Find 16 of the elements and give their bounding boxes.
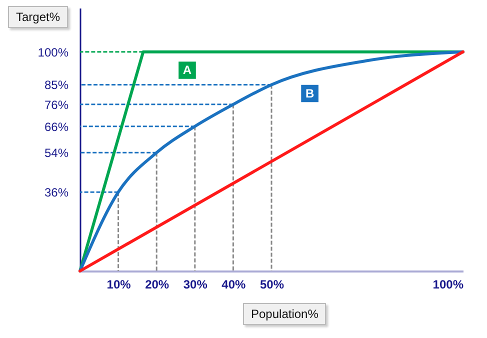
y-tick-label: 36% [44,186,69,200]
y-tick-label: 54% [44,146,69,160]
x-tick-label: 30% [183,278,208,292]
y-tick-label: 76% [44,98,69,112]
x-tick-label: 100% [432,278,464,292]
x-tick-label: 20% [145,278,170,292]
x-tick-label: 50% [260,278,284,292]
x-tick-label: 40% [222,278,246,292]
y-axis-title: Target% [8,6,68,28]
series-label: A [182,63,192,78]
series-label: B [305,86,314,100]
y-tick-label: 66% [44,120,69,134]
x-tick-label: 10% [106,278,132,292]
x-axis-title: Population% [243,303,326,325]
y-tick-label: 100% [38,45,69,60]
y-tick-label: 85% [44,78,69,92]
